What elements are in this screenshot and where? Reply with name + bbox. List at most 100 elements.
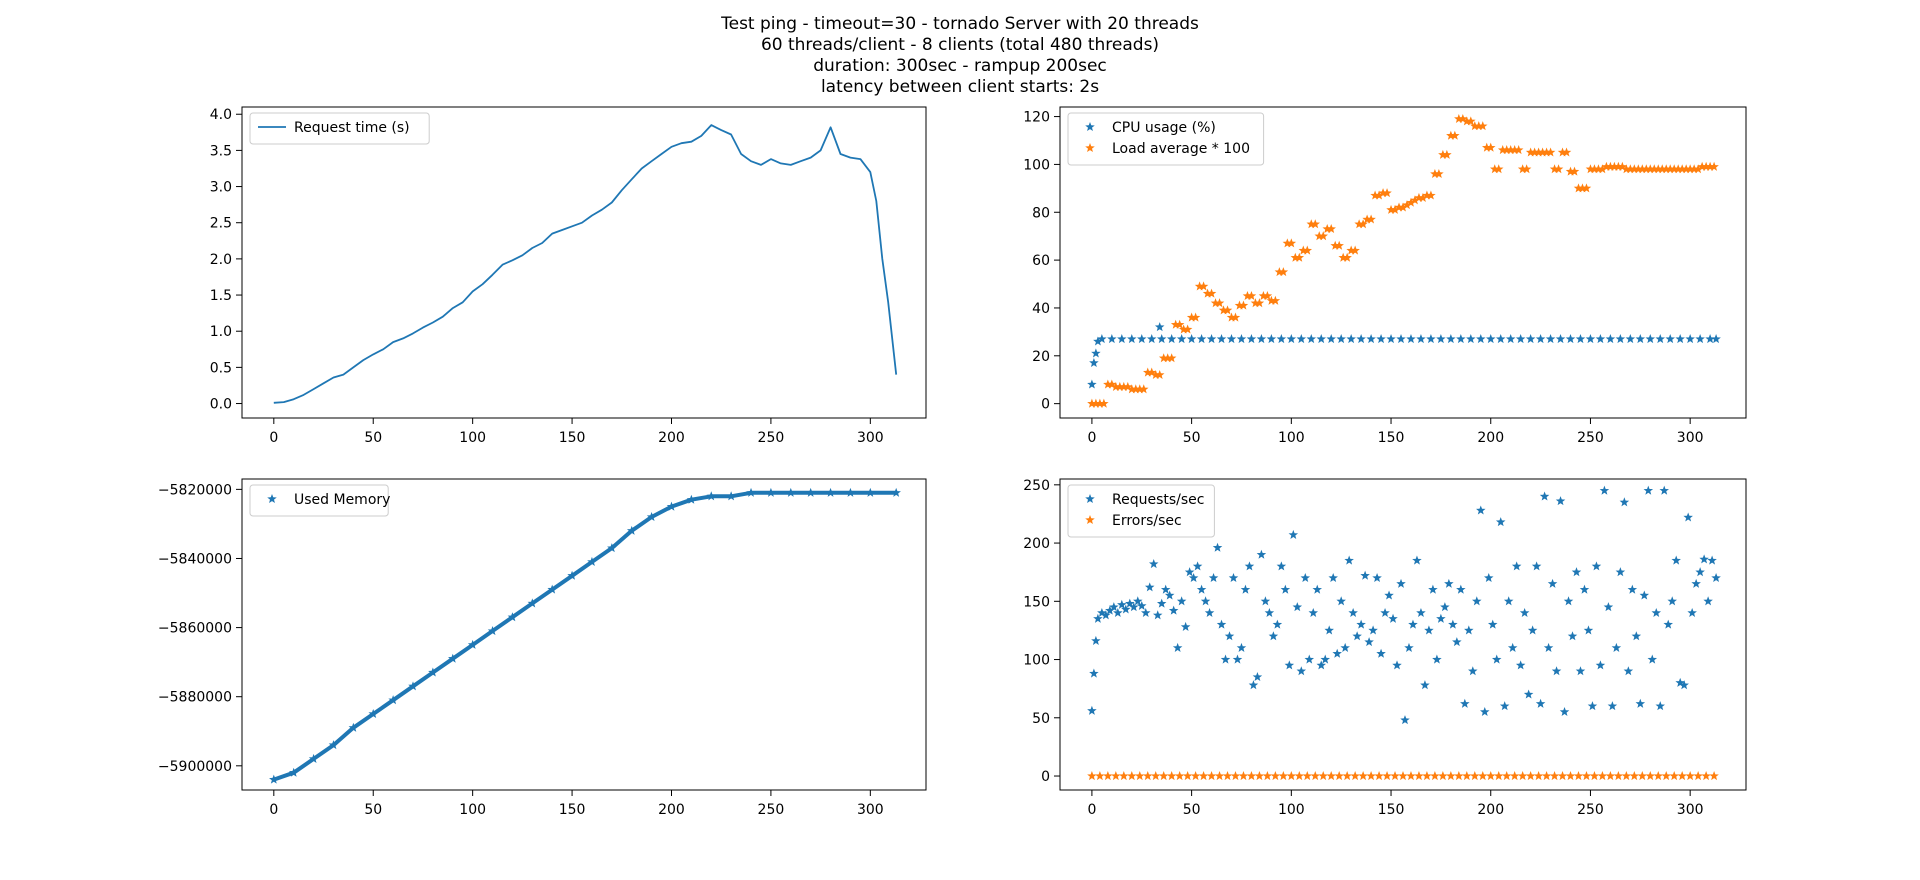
- data-point: [1091, 635, 1101, 645]
- x-tick-label: 250: [758, 802, 785, 818]
- data-point: [1406, 334, 1416, 344]
- data-point: [1127, 771, 1137, 781]
- data-point: [1308, 607, 1319, 617]
- data-point: [1095, 398, 1105, 408]
- x-tick-label: 0: [269, 802, 278, 818]
- data-point: [1087, 398, 1097, 408]
- data-point: [1156, 598, 1167, 608]
- data-point: [1599, 485, 1610, 495]
- data-point: [1525, 334, 1536, 344]
- data-point: [1605, 161, 1616, 171]
- data-point: [1487, 619, 1498, 629]
- data-point: [1256, 334, 1267, 344]
- data-point: [1176, 334, 1187, 344]
- data-point: [1250, 298, 1261, 308]
- data-point: [1675, 677, 1685, 687]
- data-point: [1324, 625, 1334, 635]
- data-point: [1248, 680, 1259, 690]
- x-tick-label: 100: [1278, 802, 1305, 818]
- data-point: [1476, 334, 1486, 344]
- data-point: [1338, 252, 1348, 262]
- data-point: [1310, 771, 1321, 781]
- x-tick-label: 250: [758, 430, 785, 446]
- data-point: [1485, 771, 1496, 781]
- data-point: [1527, 625, 1538, 635]
- data-point: [1172, 642, 1183, 652]
- data-point: [1254, 771, 1265, 781]
- x-tick-label: 300: [1677, 802, 1704, 818]
- chart-request-time: 0 50 100 150 200 250 300 0.0 0.5 1.0 1.5 2.0 2.5 3.0 3…: [210, 106, 927, 446]
- data-point: [1699, 554, 1709, 564]
- data-point: [1238, 771, 1249, 781]
- x-tick-label: 300: [857, 430, 884, 446]
- data-point: [1583, 625, 1594, 635]
- legend-swatch: [1085, 143, 1095, 153]
- data-point: [1509, 145, 1520, 155]
- legend-label: Load average * 100: [1112, 141, 1250, 157]
- legend-label: Used Memory: [294, 492, 390, 508]
- data-point: [1316, 334, 1326, 344]
- data-point: [1625, 164, 1636, 174]
- data-point: [1595, 660, 1606, 670]
- data-point: [1432, 654, 1442, 664]
- data-point: [1711, 573, 1721, 583]
- data-point: [1232, 654, 1243, 664]
- data-point: [1278, 771, 1289, 781]
- y-tick-label: 3.0: [210, 180, 232, 196]
- y-tick-label: 20: [1032, 349, 1050, 365]
- y-tick-label: 0.0: [210, 397, 232, 413]
- data-point: [1573, 183, 1584, 193]
- data-point: [1406, 771, 1416, 781]
- data-point: [1330, 240, 1340, 250]
- data-point: [1456, 334, 1466, 344]
- legend: Request time (s): [249, 112, 430, 145]
- data-point: [1585, 334, 1596, 344]
- legend-swatch: [1085, 122, 1095, 132]
- data-point: [1655, 701, 1666, 711]
- data-point: [1454, 113, 1464, 124]
- data-point: [1406, 197, 1416, 207]
- data-point: [1436, 613, 1446, 623]
- data-point: [1380, 607, 1390, 617]
- data-point: [1595, 334, 1606, 344]
- data-point: [1252, 672, 1263, 682]
- data-point: [1186, 334, 1197, 344]
- data-point: [1386, 204, 1396, 214]
- data-point: [1637, 164, 1648, 174]
- data-point: [1647, 654, 1658, 664]
- data-point: [1517, 164, 1528, 174]
- data-point: [1565, 771, 1576, 781]
- data-point: [1304, 654, 1315, 664]
- data-point: [1316, 660, 1326, 670]
- data-point: [1450, 130, 1460, 140]
- data-point: [1685, 771, 1695, 781]
- data-point: [1482, 142, 1492, 152]
- data-point: [1585, 164, 1596, 174]
- data-point: [1446, 130, 1456, 140]
- data-point: [845, 487, 856, 497]
- data-point: [507, 612, 518, 622]
- data-point: [1360, 570, 1370, 580]
- data-point: [1501, 145, 1512, 155]
- data-point: [1581, 183, 1592, 193]
- data-point: [1430, 168, 1440, 179]
- data-point: [1410, 195, 1420, 205]
- data-point: [448, 653, 458, 663]
- data-point: [1346, 245, 1356, 255]
- data-point: [1454, 771, 1464, 781]
- data-point: [1402, 200, 1412, 210]
- legend-label: Errors/sec: [1112, 513, 1182, 529]
- legend-box: [1067, 112, 1265, 166]
- data-point: [1348, 607, 1358, 617]
- data-point: [1318, 231, 1328, 241]
- data-point: [368, 708, 378, 719]
- data-point: [1158, 353, 1169, 363]
- data-point: [1619, 497, 1630, 507]
- series-line: [273, 490, 897, 782]
- data-point: [1336, 596, 1346, 606]
- x-tick-label: 150: [559, 430, 586, 446]
- data-point: [288, 767, 299, 777]
- data-point: [1677, 164, 1687, 174]
- data-point: [1505, 145, 1516, 155]
- y-tick-label: 100: [1023, 157, 1050, 173]
